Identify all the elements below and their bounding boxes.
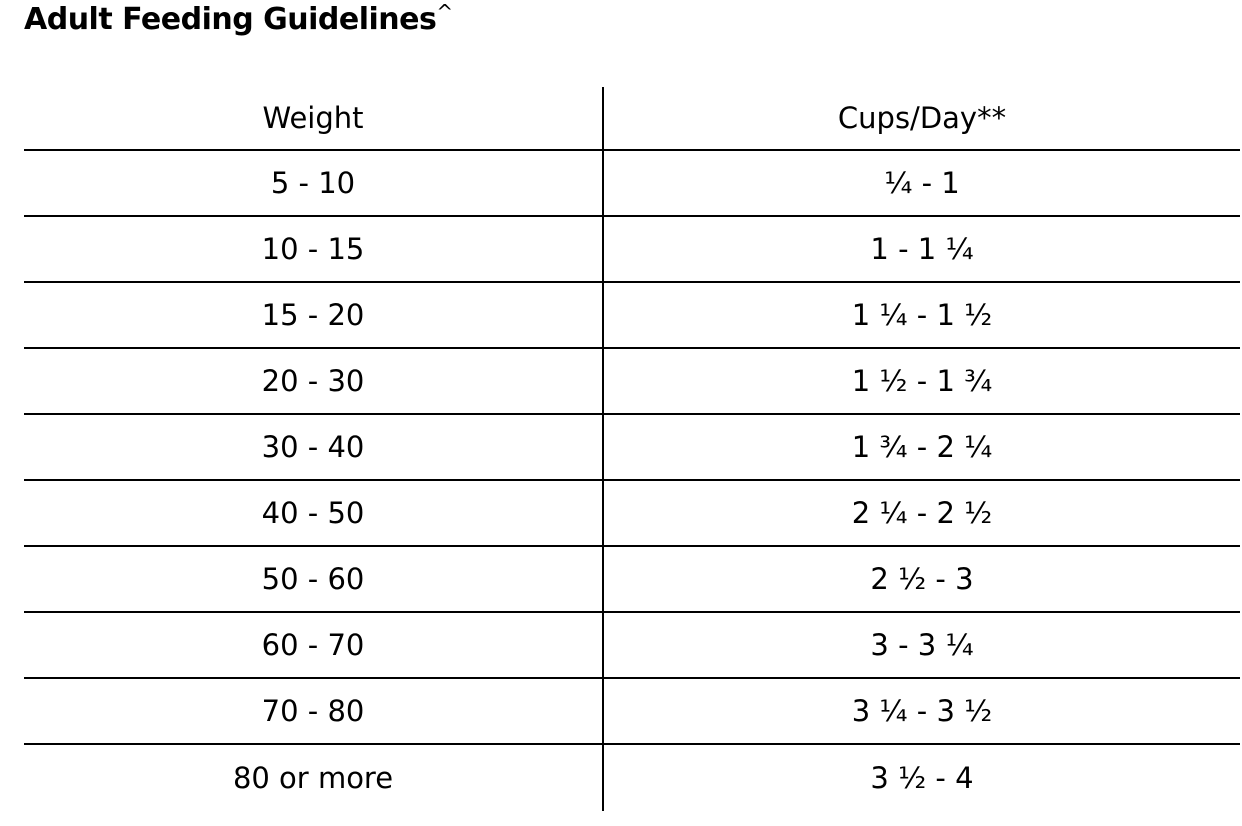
feeding-table: Weight Cups/Day** 5 - 10 ¼ - 1 10 - 15 1 - … [24,87,1240,811]
cups-cell: 1 ¾ - 2 ¼ [851,430,993,464]
cups-cell: 3 ¼ - 3 ½ [851,694,993,728]
cups-cell: 2 ¼ - 2 ½ [851,496,993,530]
cups-cell: 2 ½ - 3 [870,562,974,596]
title-text: Adult Feeding Guidelines [24,2,437,37]
table-row: 20 - 30 1 ½ - 1 ¾ [24,349,1240,415]
cups-cell: ¼ - 1 [884,166,960,200]
table-row: 5 - 10 ¼ - 1 [24,151,1240,217]
cups-cell: 3 ½ - 4 [870,761,974,795]
header-weight: Weight [24,87,604,149]
table-row: 30 - 40 1 ¾ - 2 ¼ [24,415,1240,481]
weight-cell: 15 - 20 [24,283,604,347]
weight-cell: 40 - 50 [24,481,604,545]
table-row: 40 - 50 2 ¼ - 2 ½ [24,481,1240,547]
weight-cell: 30 - 40 [24,415,604,479]
weight-cell: 70 - 80 [24,679,604,743]
cups-cell: 1 ¼ - 1 ½ [851,298,993,332]
page-title: Adult Feeding Guidelines^ [24,0,453,37]
header-cups-per-day: Cups/Day** [837,101,1007,135]
table-row: 80 or more 3 ½ - 4 [24,745,1240,811]
weight-cell: 60 - 70 [24,613,604,677]
weight-cell: 10 - 15 [24,217,604,281]
cups-cell: 3 - 3 ¼ [870,628,974,662]
weight-cell: 50 - 60 [24,547,604,611]
cups-cell: 1 - 1 ¼ [870,232,974,266]
table-row: 15 - 20 1 ¼ - 1 ½ [24,283,1240,349]
table-header-row: Weight Cups/Day** [24,87,1240,151]
weight-cell: 20 - 30 [24,349,604,413]
weight-cell: 5 - 10 [24,151,604,215]
weight-cell: 80 or more [24,745,604,811]
table-row: 50 - 60 2 ½ - 3 [24,547,1240,613]
table-row: 60 - 70 3 - 3 ¼ [24,613,1240,679]
title-footnote-marker: ^ [436,0,453,24]
cups-cell: 1 ½ - 1 ¾ [851,364,993,398]
table-row: 10 - 15 1 - 1 ¼ [24,217,1240,283]
table-row: 70 - 80 3 ¼ - 3 ½ [24,679,1240,745]
